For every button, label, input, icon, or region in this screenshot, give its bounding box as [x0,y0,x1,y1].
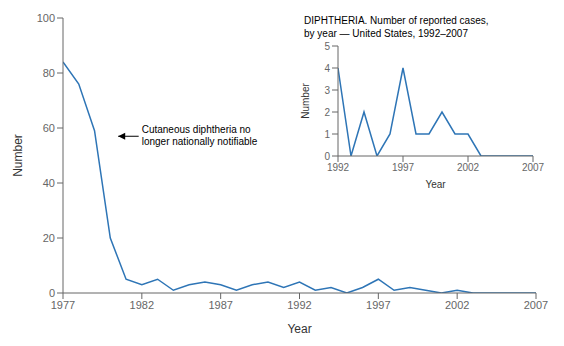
svg-text:80: 80 [43,67,55,79]
svg-text:1997: 1997 [366,299,390,311]
svg-text:5: 5 [324,41,330,52]
svg-text:Number: Number [11,134,25,177]
svg-text:4: 4 [324,63,330,74]
svg-text:2002: 2002 [445,299,469,311]
html-text:by year — United States, 1992–: by year — United States, 1992–2007 [304,28,468,39]
svg-text:Year: Year [425,179,446,190]
svg-text:Year: Year [287,322,311,336]
html-text:DIPHTHERIA. Number of reported: DIPHTHERIA. Number of reported cases, [304,15,489,26]
svg-text:2: 2 [324,107,330,118]
svg-text:40: 40 [43,177,55,189]
svg-text:1992: 1992 [327,162,350,173]
svg-text:1977: 1977 [51,299,75,311]
svg-text:0: 0 [324,151,330,162]
svg-text:0: 0 [49,287,55,299]
svg-text:1982: 1982 [130,299,154,311]
svg-text:2002: 2002 [457,162,480,173]
svg-text:100: 100 [37,12,55,24]
svg-text:60: 60 [43,122,55,134]
svg-text:20: 20 [43,232,55,244]
svg-text:2007: 2007 [522,162,545,173]
svg-text:1987: 1987 [208,299,232,311]
svg-text:1: 1 [324,129,330,140]
svg-text:1997: 1997 [392,162,415,173]
svg-text:2007: 2007 [524,299,548,311]
svg-text:Cutaneous diphtheria nolonger: Cutaneous diphtheria nolonger nationally… [142,124,258,147]
svg-text:1992: 1992 [287,299,311,311]
svg-text:3: 3 [324,85,330,96]
svg-text:Number: Number [300,83,311,119]
